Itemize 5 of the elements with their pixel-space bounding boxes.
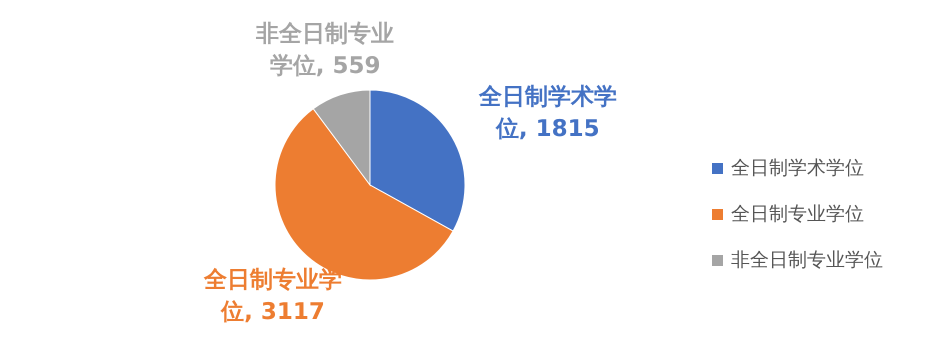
legend-label: 非全日制专业学位 <box>731 248 883 273</box>
legend-label: 全日制专业学位 <box>731 202 864 227</box>
data-label: 全日制学术学位, 1815 <box>478 82 618 144</box>
legend-label: 全日制学术学位 <box>731 156 864 181</box>
data-label: 非全日制专业学位, 559 <box>255 20 396 81</box>
